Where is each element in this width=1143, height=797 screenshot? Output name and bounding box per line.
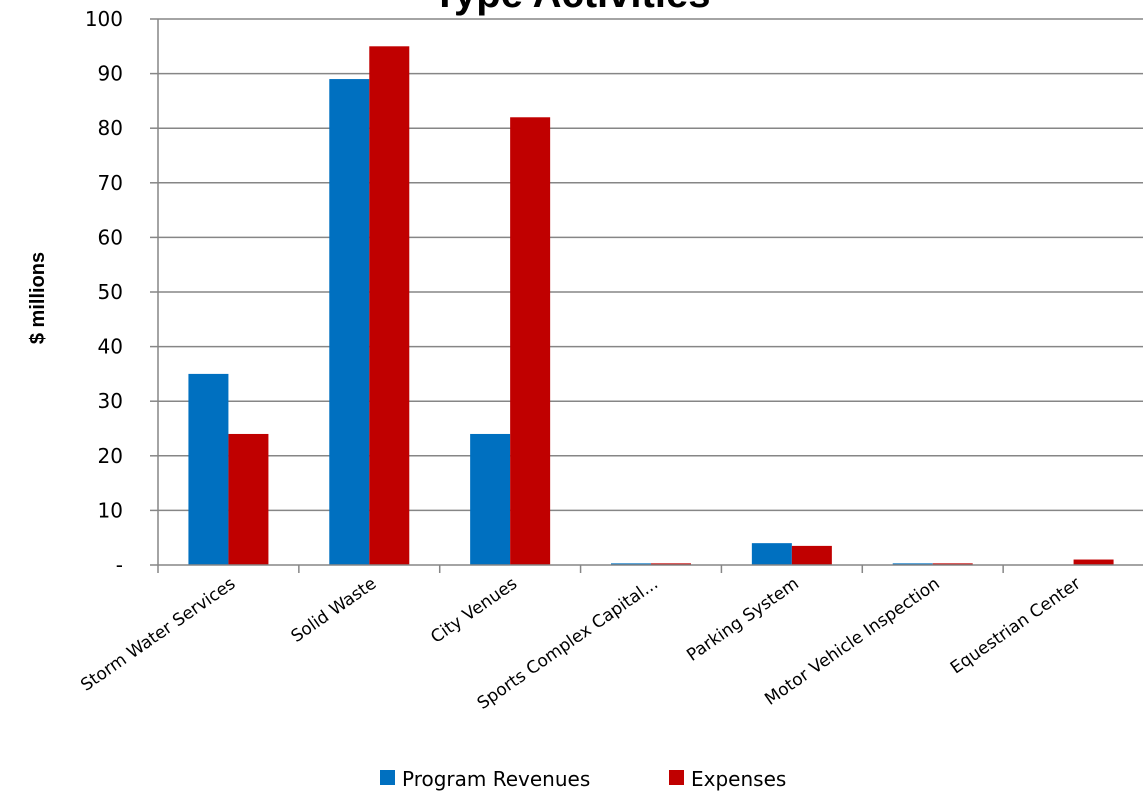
legend-item: Program Revenues bbox=[380, 767, 590, 791]
x-tick-label: Solid Waste bbox=[288, 574, 381, 647]
y-tick-label: 30 bbox=[98, 389, 123, 413]
legend-label: Expenses bbox=[691, 767, 786, 791]
y-tick-label: 100 bbox=[85, 7, 123, 31]
bars bbox=[188, 46, 1114, 566]
bar bbox=[1073, 559, 1114, 565]
gridlines bbox=[158, 18, 1143, 512]
y-tick-label: 50 bbox=[98, 280, 123, 304]
y-tick-label: 70 bbox=[98, 171, 123, 195]
chart-title: Type Activities bbox=[0, 0, 1143, 17]
bar bbox=[188, 373, 229, 565]
legend-item: Expenses bbox=[669, 767, 786, 791]
bar bbox=[470, 433, 511, 565]
y-axis-label: $ millions bbox=[27, 252, 49, 344]
y-tick-label: 60 bbox=[98, 225, 123, 249]
x-tick-labels: Storm Water Services Solid Waste City Venu… bbox=[77, 574, 1084, 714]
bar bbox=[791, 545, 832, 565]
x-tick-label: Storm Water Services bbox=[77, 574, 239, 696]
bar bbox=[369, 46, 410, 566]
legend: Program Revenues Expenses bbox=[380, 767, 786, 791]
legend-swatch bbox=[669, 770, 684, 785]
legend-swatch bbox=[380, 770, 395, 785]
y-tick-label: 80 bbox=[98, 116, 123, 140]
y-tick-label: 40 bbox=[98, 335, 123, 359]
bar bbox=[751, 543, 792, 565]
y-tick-label: 20 bbox=[98, 444, 123, 468]
bar bbox=[932, 563, 973, 565]
legend-label: Program Revenues bbox=[402, 767, 590, 791]
x-tick-label: Parking System bbox=[683, 574, 802, 666]
x-tick-label: City Venues bbox=[427, 574, 521, 648]
bar bbox=[329, 79, 370, 565]
y-tick-label: - bbox=[116, 553, 123, 577]
y-tick-label: 90 bbox=[98, 62, 123, 86]
y-tick-labels: - 10 20 30 40 50 60 70 80 90 100 bbox=[85, 7, 123, 577]
bar bbox=[510, 117, 551, 565]
bar bbox=[228, 433, 269, 565]
x-tick-label: Equestrian Center bbox=[947, 574, 1084, 679]
bar bbox=[892, 563, 933, 565]
bar bbox=[611, 563, 651, 565]
bar bbox=[651, 563, 691, 565]
axes bbox=[150, 18, 1143, 573]
y-tick-label: 10 bbox=[98, 498, 123, 522]
